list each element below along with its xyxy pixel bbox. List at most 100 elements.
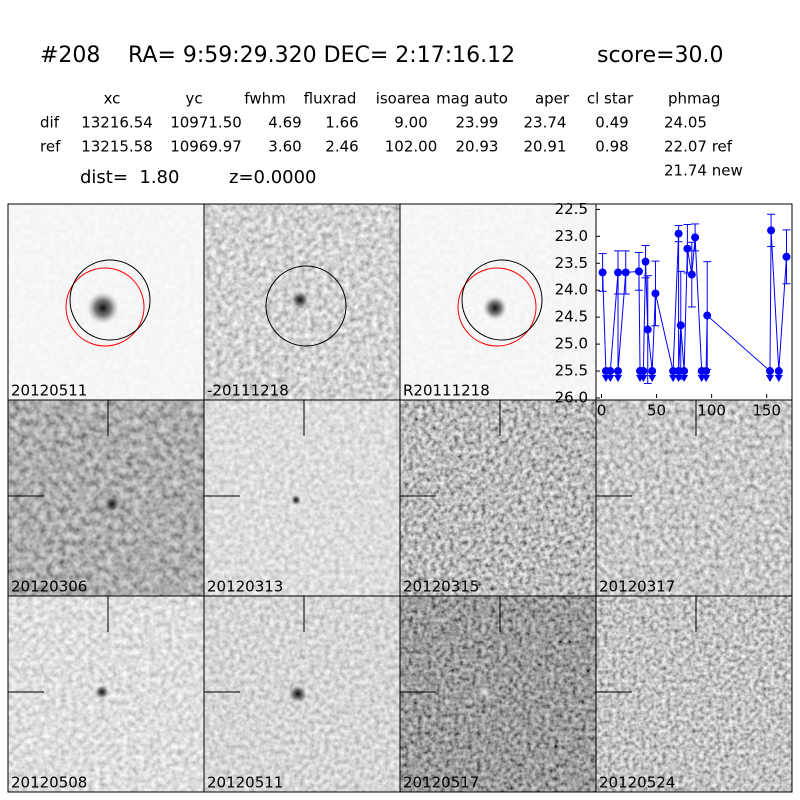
column-header: yc [185, 90, 202, 108]
panel-label: 20120508 [11, 774, 87, 792]
source-blob [483, 296, 507, 320]
upper-limit-arrow [674, 375, 683, 383]
upper-limit-arrow [680, 375, 689, 383]
aperture [69, 259, 151, 341]
cell: 1.66 [325, 114, 358, 132]
aperture [461, 259, 543, 341]
column-header: phmag [668, 90, 720, 108]
image-panel [596, 596, 792, 792]
candidate-id: #208 [40, 43, 100, 68]
y-tick-label: 23.0 [555, 227, 588, 245]
cell: 22.07 ref [664, 138, 733, 156]
upper-limit [674, 367, 683, 376]
column-header: mag auto [436, 90, 508, 108]
panel-label: 20120315 [403, 578, 479, 596]
column-header: fwhm [244, 90, 285, 108]
upper-limit [680, 367, 689, 376]
cell: 13215.58 [81, 138, 153, 156]
column-header: fluxrad [304, 90, 357, 108]
x-tick-label: 100 [697, 402, 726, 420]
image-panel [400, 400, 596, 596]
redshift: z=0.0000 [229, 167, 317, 188]
detection [598, 268, 607, 277]
cell: 13216.54 [81, 114, 153, 132]
aperture [265, 265, 347, 347]
source-blob [289, 685, 307, 703]
image-panel [400, 596, 596, 792]
panel-label: 20120517 [403, 774, 479, 792]
y-tick-label: 25.5 [555, 362, 588, 380]
coordinates: RA= 9:59:29.320 DEC= 2:17:16.12 [128, 43, 515, 68]
detection [767, 226, 776, 235]
detection [674, 229, 683, 238]
detection [643, 325, 652, 334]
y-tick-label: 25.0 [555, 335, 588, 353]
source-blob [291, 495, 301, 505]
score: score=30.0 [597, 43, 724, 68]
upper-limit [669, 367, 678, 376]
y-tick-label: 24.0 [555, 281, 588, 299]
upper-limit [774, 367, 783, 376]
panel-border [595, 595, 793, 793]
upper-limit-arrow [702, 375, 711, 383]
y-tick-label: 24.5 [555, 308, 588, 326]
distance: dist= 1.80 [80, 167, 179, 188]
detection [782, 252, 791, 261]
detection [687, 270, 696, 279]
panel-label: 20120317 [599, 578, 675, 596]
y-tick-label: 22.5 [555, 200, 588, 218]
plot-area [595, 203, 793, 401]
detection [634, 267, 643, 276]
panel-label: 20120511 [11, 382, 87, 400]
upper-limit [614, 367, 623, 376]
cell: 9.00 [394, 114, 427, 132]
upper-limit [606, 367, 615, 376]
source-blob [95, 685, 109, 699]
aperture-ref [65, 267, 145, 347]
panel-label: R20111218 [403, 382, 490, 400]
column-header: xc [104, 90, 121, 108]
cell: 20.91 [524, 138, 567, 156]
panel-label: 20120511 [207, 774, 283, 792]
cell: 4.69 [268, 114, 301, 132]
column-header: isoarea [376, 90, 431, 108]
detection [691, 233, 700, 242]
cell: 0.49 [595, 114, 628, 132]
y-tick-label: 23.5 [555, 254, 588, 272]
x-tick-label: 50 [647, 402, 666, 420]
cell: 23.99 [456, 114, 499, 132]
row-label: ref [40, 138, 61, 156]
detection [703, 311, 712, 320]
upper-limit [648, 367, 657, 376]
panel-label: -20111218 [207, 382, 289, 400]
cell: 2.46 [325, 138, 358, 156]
x-tick-label: 0 [597, 402, 607, 420]
image-panel [204, 400, 400, 596]
detection [683, 244, 692, 253]
source-blob [104, 496, 120, 512]
column-header: aper [535, 90, 570, 108]
detection [621, 268, 630, 277]
cell: 10971.50 [170, 114, 242, 132]
detection [614, 268, 623, 277]
source-blob [291, 291, 309, 309]
new-mag: 21.74 new [664, 162, 743, 180]
cell: 20.93 [456, 138, 499, 156]
cell: 3.60 [268, 138, 301, 156]
aperture-ref [457, 267, 537, 347]
image-panel [8, 400, 204, 596]
connecting-line [602, 230, 787, 373]
upper-limit-arrow [639, 375, 648, 383]
upper-limit-arrow [606, 375, 615, 383]
source-blob [478, 686, 490, 698]
image-panel [596, 400, 792, 596]
upper-limit-arrow [774, 375, 783, 383]
upper-limit-arrow [669, 375, 678, 383]
source-blob [87, 292, 119, 324]
column-header: cl star [587, 90, 634, 108]
panel-label: 20120524 [599, 774, 675, 792]
panel-label: 20120313 [207, 578, 283, 596]
cell: 0.98 [595, 138, 628, 156]
panel-label: 20120306 [11, 578, 87, 596]
